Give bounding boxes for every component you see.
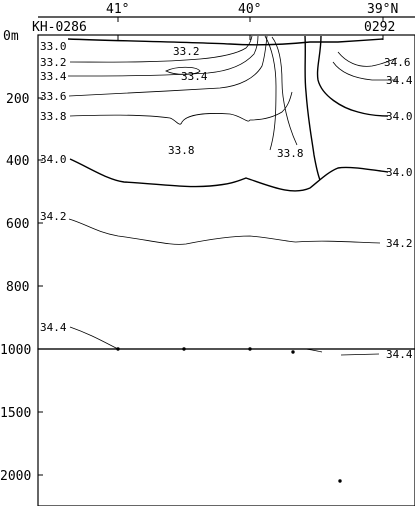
contour-label-34-6: 34.6 (384, 56, 411, 69)
sample-points (116, 347, 342, 483)
depth-label-1500: 1500 (0, 406, 31, 421)
isohaline-contours (67, 35, 398, 356)
contour-label-34-4-upper-right: 34.4 (386, 74, 413, 87)
contour-34-4-upper (332, 61, 398, 81)
contour-label-34-0-right-upper: 34.0 (386, 110, 413, 123)
station-start-label: KH-0286 (32, 20, 87, 35)
sample-point (182, 347, 186, 351)
depth-label-1000: 1000 (0, 343, 31, 358)
depth-label-400: 400 (6, 154, 29, 169)
depth-label-800: 800 (6, 280, 29, 295)
sample-point (291, 350, 295, 354)
contour-label-33-8-mid: 33.8 (168, 144, 195, 157)
contour-33-4-upper (67, 35, 259, 77)
contour-label-33-4-mid: 33.4 (181, 70, 208, 83)
contour-34-4-deep (305, 348, 323, 353)
contour-label-34-4-left: 34.4 (40, 321, 67, 334)
upper-panel-frame (37, 34, 415, 350)
contour-34-2 (68, 218, 381, 245)
contour-34-4-right (340, 353, 380, 356)
contour-33-6 (68, 35, 268, 97)
depth-label-600: 600 (6, 217, 29, 232)
contour-label-34-2-right: 34.2 (386, 237, 413, 250)
contour-34-0-right (316, 35, 389, 117)
contour-label-34-2-left: 34.2 (40, 210, 67, 223)
contour-33-4-closed (165, 66, 201, 75)
contour-33-8-upper (264, 35, 277, 151)
contour-label-33-8-left: 33.8 (40, 110, 67, 123)
latitude-label-41: 41° (106, 2, 129, 17)
latitude-ticks (117, 17, 384, 40)
contour-34-4-lower (69, 326, 119, 350)
contour-label-33-2-mid: 33.2 (173, 45, 200, 58)
depth-label-2000: 2000 (0, 469, 31, 484)
contour-label-33-2-left: 33.2 (40, 56, 67, 69)
contour-label-33-8-right: 33.8 (277, 147, 304, 160)
contour-33-8 (69, 91, 293, 125)
sample-point (248, 347, 252, 351)
depth-label-0: 0m (3, 29, 19, 44)
contour-label-33-6: 33.6 (40, 90, 67, 103)
sample-point (116, 347, 120, 351)
lower-panel-frame (37, 348, 415, 506)
sample-point (338, 479, 342, 483)
depth-ticks (38, 34, 43, 476)
contour-34-6 (337, 51, 398, 67)
contour-labels: 33.0 33.2 33.2 33.4 33.4 33.6 33.8 33.8 … (40, 40, 413, 361)
contour-label-33-4-left: 33.4 (40, 70, 67, 83)
contour-label-33-0: 33.0 (40, 40, 67, 53)
latitude-label-39: 39°N (367, 2, 398, 17)
contour-label-34-4-deep: 34.4 (386, 348, 413, 361)
contour-label-34-0-left: 34.0 (40, 153, 67, 166)
station-end-label: 0292 (364, 20, 395, 35)
latitude-label-40: 40° (238, 2, 261, 17)
contour-33-0 (67, 38, 384, 46)
contour-34-0-left (304, 35, 321, 181)
contour-label-34-0-right-lower: 34.0 (386, 166, 413, 179)
depth-label-200: 200 (6, 92, 29, 107)
contour-33-8-inner (271, 36, 298, 146)
contour-34-0-main (69, 158, 389, 192)
contour-33-2-left (69, 35, 253, 63)
